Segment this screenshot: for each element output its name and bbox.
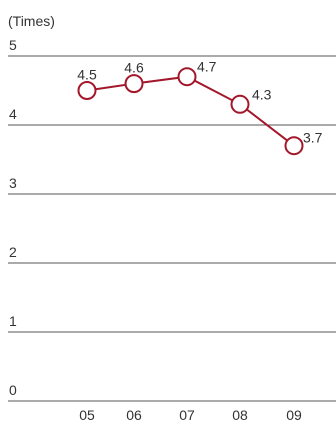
x-tick-labels: 05 06 07 08 09: [79, 407, 302, 422]
y-axis-unit-label: (Times): [8, 13, 55, 29]
data-label: 4.6: [124, 60, 144, 76]
x-tick-label: 08: [232, 407, 248, 422]
y-tick-label: 0: [9, 382, 17, 398]
y-tick-labels: 0 1 2 3 4 5: [9, 37, 17, 398]
y-tick-label: 2: [9, 244, 17, 260]
x-tick-label: 07: [179, 407, 195, 422]
x-tick-label: 09: [286, 407, 302, 422]
data-point-marker: [77, 81, 97, 100]
y-tick-label: 4: [9, 106, 17, 122]
data-point-marker: [230, 94, 250, 114]
series-points: [77, 67, 304, 156]
y-tick-label: 5: [9, 37, 17, 53]
data-label: 4.3: [252, 86, 272, 102]
x-tick-label: 06: [126, 407, 142, 422]
data-point-marker: [124, 74, 144, 94]
data-label: 4.5: [77, 67, 97, 83]
data-labels: 4.5 4.6 4.7 4.3 3.7: [77, 59, 322, 146]
data-point-marker: [177, 67, 197, 87]
data-label: 3.7: [303, 130, 323, 146]
y-tick-label: 1: [9, 313, 17, 329]
x-tick-label: 05: [79, 407, 95, 422]
y-tick-label: 3: [9, 175, 17, 191]
gridlines: [8, 55, 336, 402]
data-point-marker: [284, 136, 304, 156]
data-label: 4.7: [197, 59, 217, 75]
